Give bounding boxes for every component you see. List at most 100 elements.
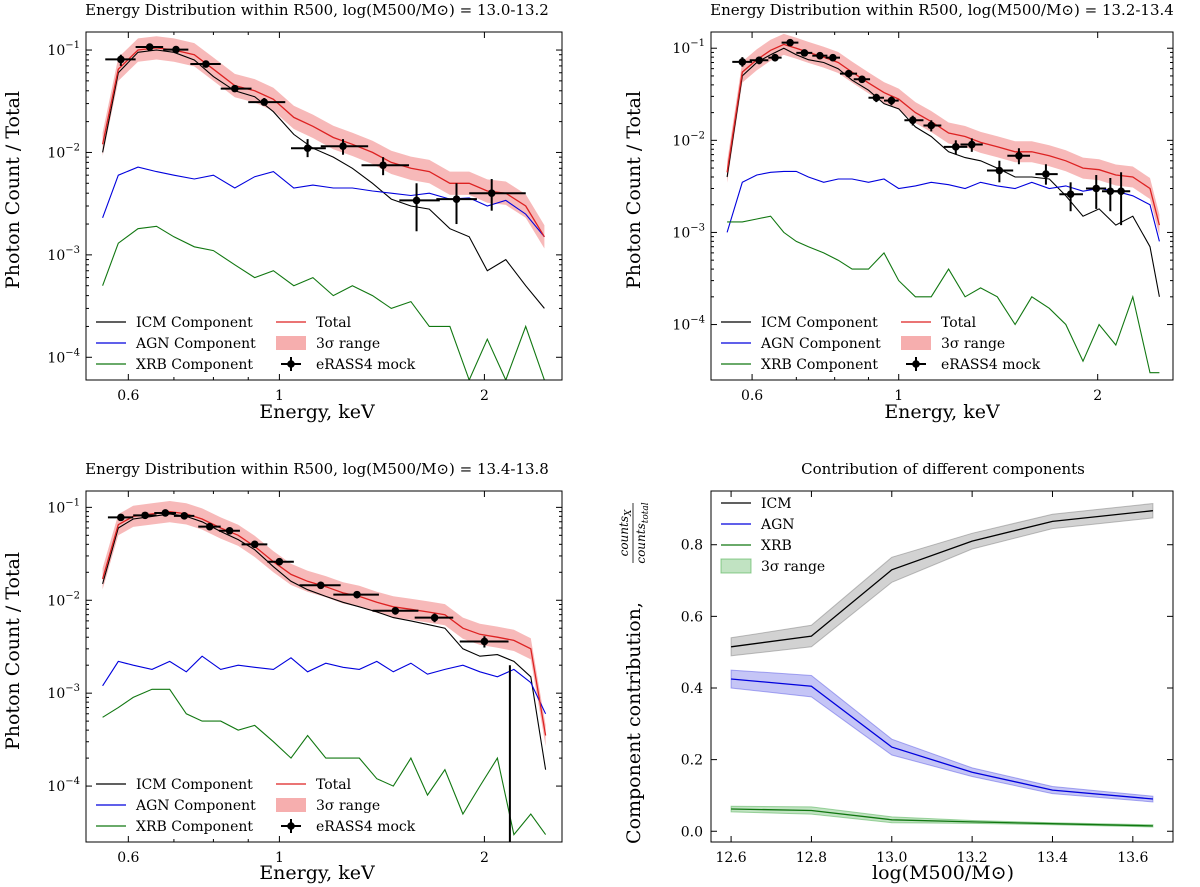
legend: ICM AGN XRB 3σ range [720,496,825,575]
data-marker [202,60,210,68]
data-marker [379,161,387,170]
numerator-text: counts [617,516,631,556]
data-marker [172,45,180,54]
agn-line [731,678,1153,800]
y-tick-label: 10−4 [672,315,705,334]
y-tick-exponent: −1 [65,497,80,508]
data-marker [968,140,976,149]
y-tick-exponent: −2 [65,142,80,153]
mock-data-point [241,540,268,549]
mock-data-point [986,160,1014,183]
y-axis-label-numerator: countsX [617,509,634,556]
x-tick-label: 0.6 [741,388,763,404]
legend-label-band: 3σ range [316,336,380,352]
mock-data-point [1111,172,1131,226]
y-axis-label: Component contribution, countsX countsto… [617,502,651,844]
y-tick-label: 10−4 [47,347,80,366]
panel-title: Energy Distribution within R500, log(M50… [85,460,549,478]
legend-swatch-band [720,558,752,574]
mock-data-point [414,613,454,623]
data-marker [786,38,794,47]
icm-3sigma-band [730,502,1154,657]
mock-data-point [361,157,410,176]
data-marker [412,196,421,205]
legend-label-xrb: XRB Component [136,357,253,373]
x-tick-label: 1 [894,388,903,404]
data-marker [205,522,214,531]
y-tick-label: 10−1 [47,40,80,59]
data-marker [1092,184,1101,193]
x-tick-label: 1 [275,388,284,404]
y-tick-label: 0.2 [681,753,703,769]
legend-label-icm: ICM [761,496,792,512]
data-marker [117,55,125,64]
y-tick-label: 10−2 [47,590,80,609]
data-marker [230,84,239,93]
legend-label-xrb: XRB Component [136,819,253,835]
xrb-line [731,808,1153,827]
mock-data-point [105,54,136,66]
legend: ICM Component AGN Component XRB Component T… [96,315,416,373]
xrb-line [727,215,1160,374]
x-tick-label: 2 [480,850,489,866]
y-tick-exponent: −3 [690,222,705,233]
mock-data-point [853,75,871,84]
legend-label-band: 3σ range [941,336,1005,352]
legend-label-xrb: XRB Component [761,357,878,373]
data-marker [487,189,496,198]
mock-data-point [923,120,942,132]
data-marker [145,43,154,51]
y-tick-base: 10 [47,500,65,516]
y-tick-label: 0.8 [681,538,703,554]
data-marker [339,142,347,151]
mock-data-point [883,96,899,106]
legend-swatch-band [901,336,931,350]
data-marker [858,75,866,84]
y-tick-exponent: −4 [690,315,705,326]
y-axis-label: Photon Count / Total [2,91,24,289]
icm-line [102,49,545,309]
y-tick-base: 10 [47,145,65,161]
legend-label-mock: eRASS4 mock [316,357,416,373]
mock-data-point [768,53,782,62]
data-marker [480,637,489,646]
y-tick-base: 10 [672,318,690,334]
y-tick-base: 10 [672,225,690,241]
data-marker [316,581,325,590]
total-3sigma-band [727,33,1160,236]
mock-data-point [732,57,753,67]
y-tick-label: 10−3 [47,245,80,264]
data-marker [391,607,400,615]
total-3sigma-band [102,36,545,249]
mock-data-point [190,60,221,68]
mock-data-point [781,38,799,47]
data-marker [995,166,1004,175]
legend-label-total: Total [316,315,352,331]
legend-label-mock: eRASS4 mock [941,357,1041,373]
x-tick-label: 13.4 [1037,850,1068,866]
y-tick-label: 10−2 [47,142,80,161]
mock-data-point [749,56,769,65]
legend-label-mock: eRASS4 mock [316,819,416,835]
mock-data-point [1007,148,1031,165]
legend-label-band: 3σ range [761,559,825,575]
data-marker [872,93,881,102]
mock-data-point [198,522,221,531]
x-tick-label: 13.0 [876,850,907,866]
mock-data-point [248,98,286,106]
y-tick-label: 10−2 [672,130,705,149]
panel-component-contribution: Contribution of different components log… [617,460,1174,884]
y-tick-base: 10 [47,593,65,609]
mock-data-point [459,636,509,648]
x-tick-label: 0.6 [117,850,139,866]
y-tick-base: 10 [47,686,65,702]
y-tick-label: 0.4 [681,681,703,697]
mock-data-point [299,581,341,590]
y-axis-label: Photon Count / Total [623,91,645,289]
y-tick-label: 10−3 [47,683,80,702]
x-tick-label: 12.8 [796,850,827,866]
mock-data-point [1035,164,1058,185]
data-marker [275,557,284,566]
data-marker [1117,187,1125,196]
y-tick-label: 0.0 [681,824,703,840]
